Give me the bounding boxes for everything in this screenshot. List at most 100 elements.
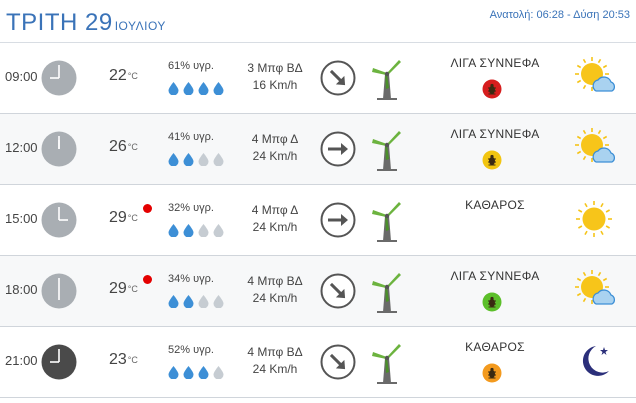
time-label: 15:00 (5, 211, 38, 226)
drop-icon (183, 366, 194, 379)
clock-icon (41, 131, 77, 167)
condition-label: ΛΙΓΑ ΣΥΝΝΕΦΑ (450, 127, 540, 141)
wind-speed: 24 Km/h (252, 362, 298, 376)
wind-beaufort: 4 Μπφ Δ (251, 203, 299, 217)
humidity-drops (168, 366, 228, 384)
time-label: 21:00 (5, 353, 38, 368)
clock-icon (41, 273, 77, 309)
day-header: ΤΡΙΤΗ 29 ΙΟΥΛΙΟΥ Ανατολή: 06:28 - Δύση 20… (0, 0, 636, 43)
drop-icon (168, 153, 179, 166)
temperature-unit: °C (127, 142, 138, 152)
temperature-value: 23 (109, 351, 127, 368)
condition-label: ΛΙΓΑ ΣΥΝΝΕΦΑ (450, 269, 540, 283)
temperature-unit: °C (127, 71, 138, 81)
drop-icon (198, 224, 209, 237)
moon-icon (574, 341, 618, 381)
partly-cloudy-icon (574, 57, 618, 97)
wind-info: 4 Μπφ Δ 24 Km/h (238, 131, 312, 165)
temperature-unit: °C (127, 284, 138, 294)
clock-icon (41, 202, 77, 238)
partly-cloudy-icon (574, 128, 618, 168)
drop-icon (213, 224, 224, 237)
hourly-forecast-list: 09:00 22°C 61% υγρ. 3 Μπφ ΒΔ 16 Km/h ΛΙΓΑ Σ… (0, 43, 636, 398)
forecast-row: 09:00 22°C 61% υγρ. 3 Μπφ ΒΔ 16 Km/h ΛΙΓΑ Σ… (0, 43, 636, 114)
humidity-drops (168, 295, 228, 313)
wind-direction-icon (320, 202, 356, 238)
drop-icon (168, 295, 179, 308)
wind-speed: 16 Km/h (252, 78, 298, 92)
forecast-row: 15:00 29°C 32% υγρ. 4 Μπφ Δ 24 Km/h ΚΑΘΑΡΟΣ (0, 185, 636, 256)
wind-info: 4 Μπφ ΒΔ 24 Km/h (238, 273, 312, 307)
drop-icon (183, 153, 194, 166)
temperature: 29°C (109, 209, 138, 227)
wind-turbine-icon (371, 342, 403, 384)
temperature: 26°C (109, 138, 138, 156)
drop-icon (183, 82, 194, 95)
heat-alert-icon (143, 275, 152, 284)
time-label: 09:00 (5, 69, 38, 84)
insect-badge-icon (482, 79, 502, 99)
sunrise-sunset: Ανατολή: 06:28 - Δύση 20:53 (489, 9, 630, 21)
humidity-label: 52% υγρ. (168, 344, 214, 356)
forecast-row: 18:00 29°C 34% υγρ. 4 Μπφ ΒΔ 24 Km/h ΛΙΓΑ Σ… (0, 256, 636, 327)
drop-icon (213, 82, 224, 95)
temperature: 29°C (109, 280, 138, 298)
drop-icon (168, 224, 179, 237)
wind-info: 3 Μπφ ΒΔ 16 Km/h (238, 60, 312, 94)
drop-icon (198, 153, 209, 166)
drop-icon (183, 224, 194, 237)
wind-info: 4 Μπφ ΒΔ 24 Km/h (238, 344, 312, 378)
clock-icon (41, 344, 77, 380)
condition-label: ΚΑΘΑΡΟΣ (465, 340, 525, 354)
temperature-value: 29 (109, 209, 127, 226)
temperature: 23°C (109, 351, 138, 369)
partly-cloudy-icon (574, 270, 618, 310)
humidity-label: 61% υγρ. (168, 60, 214, 72)
wind-direction-icon (320, 131, 356, 167)
forecast-row: 12:00 26°C 41% υγρ. 4 Μπφ Δ 24 Km/h ΛΙΓΑ ΣΥ… (0, 114, 636, 185)
wind-turbine-icon (371, 129, 403, 171)
sun-icon (574, 199, 618, 239)
humidity-label: 32% υγρ. (168, 202, 214, 214)
drop-icon (168, 366, 179, 379)
humidity-drops (168, 82, 228, 100)
wind-turbine-icon (371, 58, 403, 100)
wind-direction-icon (320, 344, 356, 380)
humidity-label: 34% υγρ. (168, 273, 214, 285)
condition-label: ΛΙΓΑ ΣΥΝΝΕΦΑ (450, 56, 540, 70)
drop-icon (213, 153, 224, 166)
wind-beaufort: 4 Μπφ Δ (251, 132, 299, 146)
drop-icon (198, 82, 209, 95)
wind-info: 4 Μπφ Δ 24 Km/h (238, 202, 312, 236)
clock-icon (41, 60, 77, 96)
forecast-row: 21:00 23°C 52% υγρ. 4 Μπφ ΒΔ 24 Km/h ΚΑΘΑΡΟ… (0, 327, 636, 398)
wind-turbine-icon (371, 200, 403, 242)
drop-icon (198, 295, 209, 308)
insect-badge-icon (482, 150, 502, 170)
time-label: 18:00 (5, 282, 38, 297)
wind-speed: 24 Km/h (252, 149, 298, 163)
heat-alert-icon (143, 204, 152, 213)
wind-beaufort: 4 Μπφ ΒΔ (247, 274, 303, 288)
month-label: ΙΟΥΛΙΟΥ (114, 19, 166, 33)
wind-turbine-icon (371, 271, 403, 313)
time-label: 12:00 (5, 140, 38, 155)
humidity-drops (168, 224, 228, 242)
day-label: ΤΡΙΤΗ 29 (6, 9, 113, 36)
wind-direction-icon (320, 60, 356, 96)
wind-direction-icon (320, 273, 356, 309)
humidity-drops (168, 153, 228, 171)
drop-icon (213, 366, 224, 379)
drop-icon (168, 82, 179, 95)
temperature-value: 26 (109, 138, 127, 155)
insect-badge-icon (482, 292, 502, 312)
condition-label: ΚΑΘΑΡΟΣ (465, 198, 525, 212)
temperature: 22°C (109, 67, 138, 85)
temperature-unit: °C (127, 355, 138, 365)
drop-icon (183, 295, 194, 308)
drop-icon (198, 366, 209, 379)
temperature-unit: °C (127, 213, 138, 223)
wind-beaufort: 3 Μπφ ΒΔ (247, 61, 303, 75)
temperature-value: 22 (109, 67, 127, 84)
wind-speed: 24 Km/h (252, 291, 298, 305)
